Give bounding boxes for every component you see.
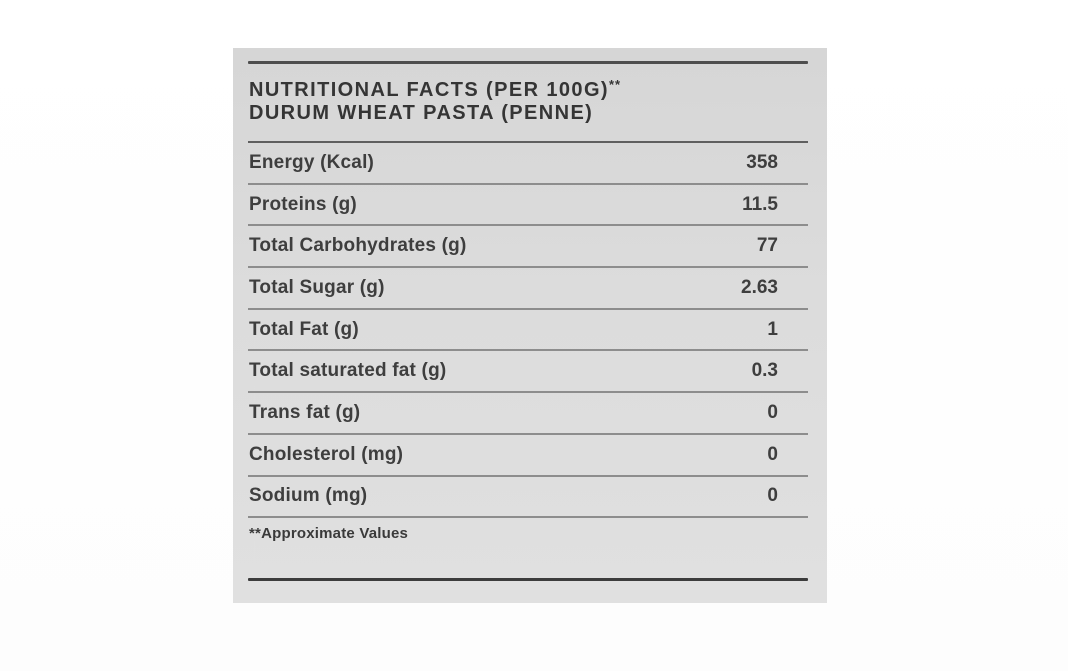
table-row: Total Fat (g) 1: [248, 310, 808, 352]
nutrient-label: Total saturated fat (g): [249, 360, 447, 382]
nutrient-label: Proteins (g): [249, 193, 357, 215]
nutrient-label: Energy (Kcal): [249, 151, 375, 173]
label-title-line2: DURUM WHEAT PASTA (PENNE): [249, 102, 594, 124]
table-row: Total Carbohydrates (g) 77: [248, 226, 808, 269]
table-row: Proteins (g) 11.5: [248, 185, 808, 227]
label-title-text: NUTRITIONAL FACTS (PER 100G): [249, 79, 609, 101]
nutrient-value: 0: [767, 401, 778, 423]
nutrient-value: 11.5: [742, 193, 778, 215]
label-header: NUTRITIONAL FACTS (PER 100G)** DURUM WHE…: [248, 64, 808, 141]
approximate-values-footnote: **Approximate Values: [249, 525, 409, 543]
table-row: Energy (Kcal) 358: [248, 143, 808, 185]
nutrient-label: Trans fat (g): [249, 401, 361, 423]
table-row: Trans fat (g) 0: [248, 393, 808, 435]
table-row: Sodium (mg) 0: [248, 477, 808, 519]
top-rule: [248, 61, 808, 64]
nutrient-value: 0: [767, 443, 778, 465]
nutrient-label: Total Fat (g): [249, 318, 359, 340]
nutrient-label: Cholesterol (mg): [249, 443, 404, 465]
nutrient-value: 1: [767, 318, 778, 340]
nutrient-value: 77: [756, 235, 778, 257]
title-superscript: **: [608, 77, 622, 92]
nutrient-value: 358: [746, 151, 778, 173]
nutrition-facts-label: NUTRITIONAL FACTS (PER 100G)** DURUM WHE…: [233, 48, 827, 603]
nutrient-label: Total Carbohydrates (g): [249, 235, 467, 257]
nutrient-label: Sodium (mg): [249, 485, 368, 507]
nutrient-value: 0: [767, 485, 778, 507]
label-title-line1: NUTRITIONAL FACTS (PER 100G)**: [249, 73, 808, 102]
table-row: Cholesterol (mg) 0: [248, 435, 808, 477]
nutrient-label: Total Sugar (g): [249, 276, 385, 298]
nutrient-value: 0.3: [751, 360, 778, 382]
table-row: Total Sugar (g) 2.63: [248, 268, 808, 310]
nutrient-value: 2.63: [741, 276, 778, 298]
bottom-rule: [248, 578, 808, 582]
table-row: Total saturated fat (g) 0.3: [248, 351, 808, 394]
nutrition-table: Energy (Kcal) 358 Proteins (g) 11.5 Tota…: [248, 143, 808, 519]
header-rule: [248, 141, 808, 143]
